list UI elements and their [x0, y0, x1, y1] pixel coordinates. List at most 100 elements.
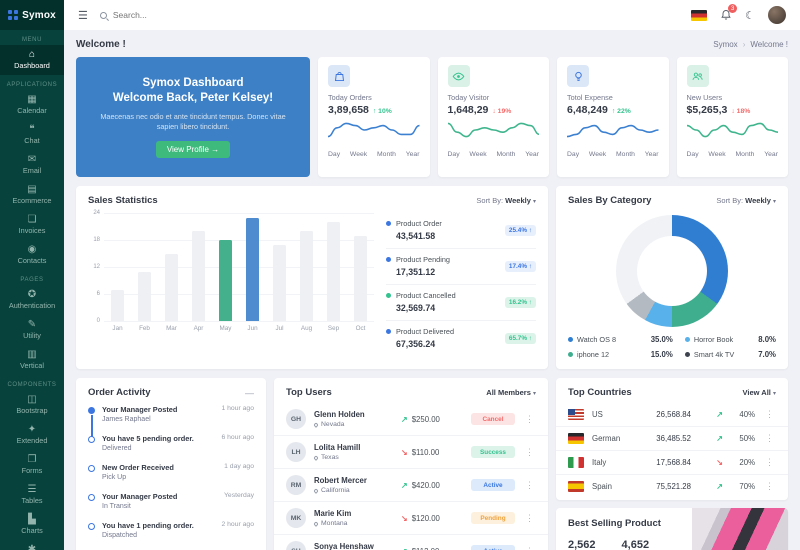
chevron-down-icon: ▾	[772, 199, 776, 205]
period-year[interactable]: Year	[405, 151, 420, 158]
period-day[interactable]: Day	[567, 151, 580, 158]
sidebar-item-contacts[interactable]: ◉ Contacts	[0, 240, 64, 270]
period-week[interactable]: Week	[588, 151, 607, 158]
legend-item: Watch OS 8 35.0%	[568, 335, 673, 344]
sidebar-item-utility[interactable]: ✎ Utility	[0, 315, 64, 345]
sales-statistics-card: Sales Statistics Sort By: Weekly ▾ 0 6 12 1…	[76, 186, 548, 369]
search-input[interactable]	[112, 10, 273, 20]
sidebar-item-bootstrap[interactable]: ◫ Bootstrap	[0, 390, 64, 420]
kebab-menu-icon[interactable]: ⋮	[525, 512, 534, 523]
app-logo[interactable]: Symox	[0, 0, 64, 30]
top-users-card: Top Users All Members ▾ GH Glenn Holden Ne…	[274, 378, 548, 550]
period-month[interactable]: Month	[496, 151, 516, 158]
sidebar-item-charts[interactable]: ▙ Charts	[0, 510, 64, 540]
sidebar-item-forms[interactable]: ❐ Forms	[0, 450, 64, 480]
period-day[interactable]: Day	[447, 151, 460, 158]
sidebar-item-calendar[interactable]: ▦ Calendar	[0, 90, 64, 120]
chevron-down-icon: ▾	[532, 391, 536, 397]
status-badge: Cancel	[471, 413, 515, 425]
activity-title: Your Manager Posted	[102, 492, 178, 501]
kebab-menu-icon[interactable]: ⋮	[525, 446, 534, 457]
activity-subtitle: Delivered	[102, 445, 132, 452]
timeline-dot-icon	[88, 523, 95, 530]
kebab-menu-icon[interactable]: ⋮	[765, 481, 774, 491]
period-day[interactable]: Day	[686, 151, 699, 158]
period-day[interactable]: Day	[328, 151, 341, 158]
topbar-actions: 3 ☾	[691, 4, 786, 24]
user-row: MK Marie Kim Montana ↘ $120.00 Pending ⋮	[274, 502, 548, 535]
top-users-filter-dropdown[interactable]: All Members ▾	[486, 388, 536, 397]
stat-sparkline	[686, 116, 779, 148]
period-year[interactable]: Year	[764, 151, 778, 158]
country-value: 75,521.28	[656, 482, 691, 491]
x-axis-label: Jun	[247, 325, 258, 332]
country-row: Spain 75,521.28 ↗ 70% ⋮	[556, 475, 788, 498]
trend-up-icon: ↗	[401, 480, 408, 490]
bar-sep	[327, 222, 340, 321]
arrow-right-icon: →	[211, 145, 220, 154]
notifications-button[interactable]: 3	[720, 4, 738, 21]
trend-down-icon: ↘	[401, 513, 408, 523]
period-week[interactable]: Week	[708, 151, 726, 158]
period-week[interactable]: Week	[349, 151, 368, 158]
top-countries-filter-dropdown[interactable]: View All ▾	[742, 388, 776, 397]
period-year[interactable]: Year	[525, 151, 539, 158]
right-column: Top Countries View All ▾ US 26,568.84 ↗ 40%…	[556, 378, 788, 550]
sidebar-item-vertical[interactable]: ▥ Vertical	[0, 345, 64, 375]
sales-bar-chart: 0 6 12 18 24 Jan Feb Mar Apr May Jun Jul Aug Sep Oct	[88, 210, 374, 356]
percent-badge: 16.2% ↑	[504, 296, 536, 308]
sidebar-section-label: PAGES	[20, 277, 44, 283]
sidebar-item-dashboard[interactable]: ⌂ Dashboard	[0, 45, 64, 75]
sidebar-section-label: APPLICATIONS	[6, 82, 58, 88]
stat-card-today-orders: Today Orders 3,89,658 ↑ 10% Day Week Month Yea…	[318, 57, 430, 177]
user-list: GH Glenn Holden Nevada ↗ $250.00 Cancel ⋮ LH Lol…	[274, 403, 548, 550]
sidebar-item-extended[interactable]: ✦ Extended	[0, 420, 64, 450]
sidebar-item-email[interactable]: ✉ Email	[0, 150, 64, 180]
vertical-icon: ▥	[27, 349, 37, 360]
sidebar-section-label: COMPONENTS	[7, 382, 57, 388]
sidebar-item-ecommerce[interactable]: ▤ Ecommerce	[0, 180, 64, 210]
stat-card-today-visitor: Today Visitor 1,648,29 ↓ 19% Day Week Month Ye…	[437, 57, 549, 177]
menu-toggle-icon[interactable]: ☰	[78, 9, 88, 22]
kebab-menu-icon[interactable]: ⋮	[523, 546, 536, 550]
sidebar-item-authentication[interactable]: ✪ Authentication	[0, 285, 64, 315]
ecommerce-icon: ▤	[27, 184, 37, 195]
dark-mode-icon[interactable]: ☾	[745, 9, 755, 22]
search-box	[99, 10, 310, 20]
country-value: 36,485.52	[656, 434, 691, 443]
activity-title: Your Manager Posted	[102, 405, 178, 414]
country-value: 26,568.84	[656, 410, 691, 419]
collapse-icon[interactable]: —	[245, 387, 254, 398]
period-month[interactable]: Month	[735, 151, 755, 158]
stat-sparkline	[447, 116, 540, 148]
period-month[interactable]: Month	[377, 151, 396, 158]
sales-statistics-sort-dropdown[interactable]: Sort By: Weekly ▾	[476, 196, 536, 205]
kebab-menu-icon[interactable]: ⋮	[525, 413, 534, 424]
category-donut-chart	[616, 215, 728, 327]
x-axis-label: Jan	[112, 325, 123, 332]
period-year[interactable]: Year	[644, 151, 659, 158]
notification-badge: 3	[728, 4, 738, 13]
period-week[interactable]: Week	[469, 151, 487, 158]
sales-by-category-sort-dropdown[interactable]: Sort By: Weekly ▾	[716, 196, 776, 205]
kebab-menu-icon[interactable]: ⋮	[765, 457, 774, 467]
chevron-down-icon: ▾	[532, 199, 536, 205]
user-avatar[interactable]	[768, 6, 786, 24]
breadcrumb-home[interactable]: Symox	[713, 40, 738, 49]
user-row: LH Lolita Hamill Texas ↘ $110.00 Success ⋮	[274, 436, 548, 469]
view-profile-button[interactable]: View Profile →	[155, 141, 231, 158]
x-axis-label: Jul	[275, 325, 284, 332]
kebab-menu-icon[interactable]: ⋮	[765, 433, 774, 443]
product-photo	[692, 508, 788, 550]
sidebar-item-invoices[interactable]: ❏ Invoices	[0, 210, 64, 240]
kebab-menu-icon[interactable]: ⋮	[765, 409, 774, 419]
sidebar-item-icons[interactable]: ✱Icons	[0, 540, 64, 550]
kebab-menu-icon[interactable]: ⋮	[525, 479, 534, 490]
timeline-dot-icon	[88, 494, 95, 501]
period-month[interactable]: Month	[616, 151, 635, 158]
language-flag-icon[interactable]	[691, 9, 708, 21]
sidebar-item-chat[interactable]: ❝ Chat	[0, 120, 64, 150]
sidebar-item-tables[interactable]: ☰ Tables	[0, 480, 64, 510]
country-row: US 26,568.84 ↗ 40% ⋮	[556, 403, 788, 427]
country-name: US	[592, 410, 603, 419]
